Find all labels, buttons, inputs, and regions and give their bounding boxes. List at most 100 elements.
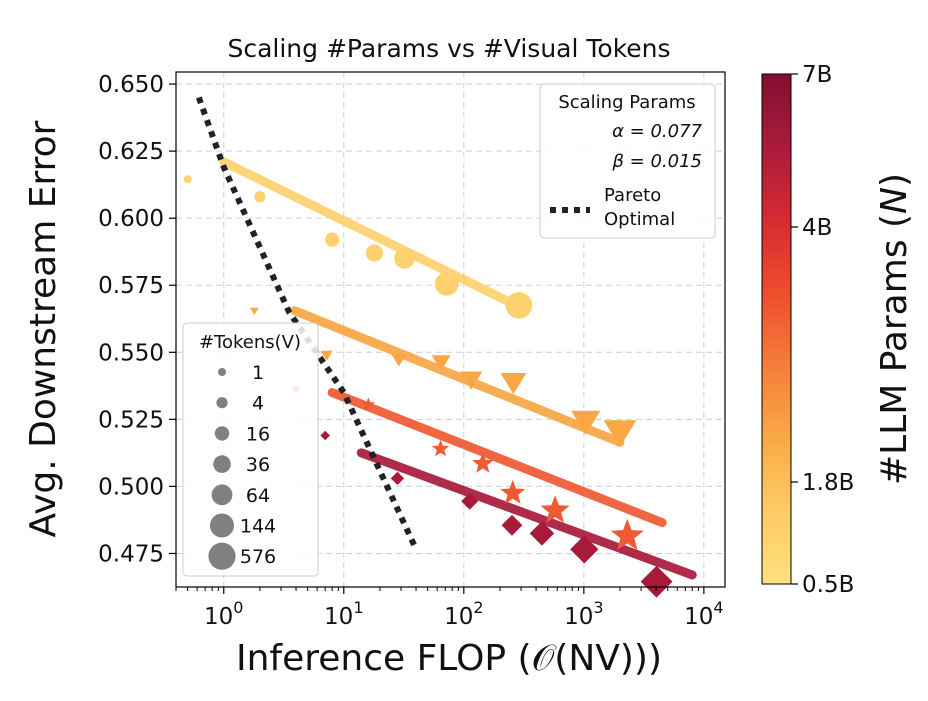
x-tick-label: 101 (324, 598, 363, 630)
data-point-7B (390, 471, 405, 485)
y-tick-label: 0.600 (98, 206, 164, 232)
y-tick-label: 0.650 (98, 72, 164, 98)
legend-token-marker (213, 455, 231, 473)
legend-tokens: #Tokens(V) 1 4 16 36 64 144 576 (182, 322, 319, 577)
y-axis-label: Avg. Downstream Error (23, 120, 64, 537)
data-point-4B (431, 439, 450, 457)
colorbar-tick-label: 4B (802, 215, 832, 241)
x-tick-exponent: 1 (353, 598, 363, 617)
legend-pareto-label-2: Optimal (604, 209, 675, 230)
data-point-7B (570, 535, 599, 564)
x-tick-exponent: 3 (593, 598, 603, 617)
legend-token-label: 16 (246, 423, 270, 445)
colorbar-tick-label: 1.8B (802, 470, 854, 496)
data-point-1.8B (571, 410, 601, 435)
data-point-0.5B (254, 191, 266, 203)
legend-beta: β = 0.015 (611, 151, 702, 172)
colorbar-ticks: 7B 4B 1.8B 0.5B (791, 62, 854, 598)
legend-pareto-label-1: Pareto (604, 185, 661, 206)
fit-lines (219, 157, 697, 580)
chart-title: Scaling #Params vs #Visual Tokens (227, 34, 670, 63)
legend-token-marker (218, 368, 226, 376)
y-axis: 0.475 0.500 0.525 0.550 0.575 0.600 0.625 0.650 (98, 72, 176, 567)
y-tick-label: 0.500 (98, 474, 164, 500)
x-tick-label: 102 (444, 598, 483, 630)
fit-line-1.8B (290, 306, 625, 447)
x-tick-base: 10 (324, 604, 353, 630)
x-axis-label: Inference FLOP (𝒪(NV))) (236, 638, 662, 679)
y-tick-label: 0.625 (98, 139, 164, 165)
fit-line-4B (327, 388, 667, 528)
data-point-4B (361, 397, 376, 411)
data-point-4B (540, 495, 570, 523)
data-point-4B (472, 452, 494, 473)
x-tick-label: 104 (684, 598, 723, 630)
data-point-1.8B (603, 420, 637, 447)
x-tick-base: 10 (564, 604, 593, 630)
x-tick-label: 103 (564, 598, 603, 630)
legend-token-label: 1 (252, 362, 264, 384)
x-tick-base: 10 (204, 604, 233, 630)
colorbar: 7B 4B 1.8B 0.5B #LLM Params (N) (761, 62, 915, 598)
colorbar-label: #LLM Params (N) (874, 173, 915, 485)
legend-params-title: Scaling Params (558, 92, 695, 113)
x-tick-base: 10 (684, 604, 713, 630)
legend-params: Scaling Params α = 0.077 β = 0.015 Paret… (539, 83, 716, 239)
colorbar-label-var: N (874, 187, 915, 214)
data-point-1.8B (250, 307, 259, 315)
y-tick-label: 0.550 (98, 340, 164, 366)
plot-frame (175, 71, 726, 588)
colorbar-tick-label: 0.5B (802, 572, 854, 598)
data-point-0.5B (183, 175, 192, 184)
legend-token-entries: 1 4 16 36 64 144 576 (208, 362, 276, 570)
data-point-1.8B (459, 371, 483, 390)
colorbar-gradient (761, 73, 792, 585)
legend-token-label: 576 (240, 546, 276, 568)
legend-token-marker (208, 542, 236, 570)
legend-token-label: 64 (246, 485, 270, 507)
data-point-7B (501, 514, 523, 536)
y-tick-label: 0.575 (98, 273, 164, 299)
legend-params-box (539, 83, 716, 239)
pareto-optimal-line (195, 96, 419, 551)
legend-token-marker (214, 426, 230, 441)
fit-line-7B (356, 448, 697, 580)
data-point-0.5B (325, 232, 340, 247)
x-axis: 100 101 102 103 104 (175, 587, 724, 630)
data-point-4B (610, 518, 644, 550)
x-tick-exponent: 0 (233, 598, 243, 617)
data-point-7B (461, 492, 479, 510)
data-point-0.5B (505, 292, 533, 319)
x-tick-exponent: 2 (473, 598, 483, 617)
data-point-0.5B (394, 248, 415, 269)
pareto-line (195, 96, 419, 551)
x-tick-exponent: 4 (713, 598, 723, 617)
colorbar-label-suffix: ) (874, 173, 915, 187)
y-tick-label: 0.475 (98, 541, 164, 567)
data-point-1.8B (500, 373, 527, 395)
data-point-1.8B (320, 350, 333, 361)
legend-token-marker (211, 484, 233, 506)
legend-tokens-title: #Tokens(V) (199, 332, 301, 353)
data-point-0.5B (434, 272, 459, 296)
legend-tokens-box (182, 322, 319, 577)
y-tick-label: 0.525 (98, 407, 164, 433)
legend-token-label: 144 (240, 516, 276, 538)
fit-line-0.5B (219, 157, 524, 312)
data-points (183, 175, 673, 598)
data-point-7B (529, 521, 555, 546)
data-point-7B (640, 565, 673, 598)
data-point-0.5B (365, 244, 384, 262)
legend-token-label: 36 (246, 454, 270, 476)
data-point-1.8B (431, 355, 451, 371)
legend-token-marker (210, 513, 234, 538)
data-point-7B (320, 430, 330, 441)
colorbar-label-prefix: #LLM Params ( (874, 214, 915, 485)
legend-token-marker (216, 397, 228, 409)
legend-alpha: α = 0.077 (612, 121, 702, 142)
colorbar-tick-label: 7B (802, 62, 832, 88)
x-tick-label: 100 (204, 598, 243, 630)
data-point-1.8B (391, 353, 407, 367)
